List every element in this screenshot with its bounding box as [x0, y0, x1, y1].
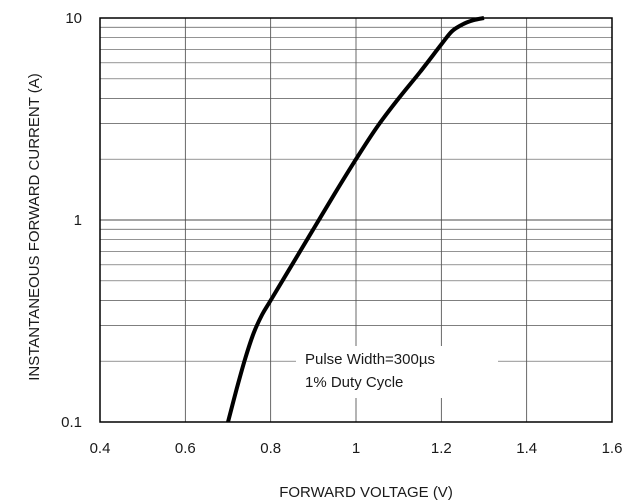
- x-tick-label: 0.4: [90, 440, 111, 457]
- x-tick-label: 0.6: [175, 440, 196, 457]
- plot-frame: [99, 17, 613, 423]
- y-tick-label: 1: [74, 212, 82, 229]
- x-tick-label: 1.4: [516, 440, 537, 457]
- annotation-box: Pulse Width=300µs 1% Duty Cycle: [296, 346, 498, 398]
- x-axis-title: FORWARD VOLTAGE (V): [279, 484, 453, 501]
- y-tick-label: 10: [65, 10, 82, 27]
- y-tick-label: 0.1: [61, 414, 82, 431]
- series-layer: [226, 16, 485, 423]
- x-tick-label: 0.8: [260, 440, 281, 457]
- y-axis-title: INSTANTANEOUS FORWARD CURRENT (A): [26, 73, 43, 381]
- x-tick-label: 1: [352, 440, 360, 457]
- annotation-background: [296, 346, 498, 398]
- grid: [100, 18, 612, 422]
- x-tick-label: 1.6: [602, 440, 623, 457]
- annotation-pulse-width: Pulse Width=300µs: [305, 351, 435, 368]
- series-line-0: [226, 16, 485, 423]
- x-tick-labels: 0.4 0.6 0.8 1 1.2 1.4 1.6: [90, 440, 623, 457]
- annotation-duty-cycle: 1% Duty Cycle: [305, 374, 403, 391]
- y-tick-labels: 0.1 1 10: [61, 10, 82, 431]
- x-tick-label: 1.2: [431, 440, 452, 457]
